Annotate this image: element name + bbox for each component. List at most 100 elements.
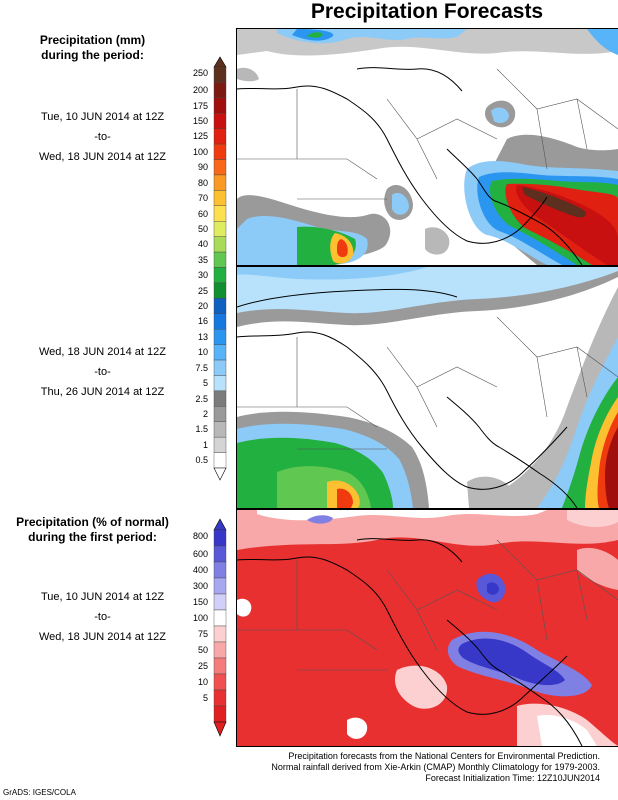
forecast-map-panel-1	[236, 28, 618, 266]
scale1-swatch	[213, 313, 227, 330]
scale1-tick-label: 125	[192, 131, 208, 142]
period3-sep: -to-	[94, 611, 111, 623]
scale1-tick-label: 7.5	[195, 362, 208, 373]
scale2-tick-label: 50	[197, 645, 208, 655]
scale1-swatch	[213, 174, 227, 191]
scale2-tick-label: 75	[197, 629, 208, 639]
credit-label: GrADS: IGES/COLA	[3, 788, 76, 797]
footer-notes: Precipitation forecasts from the Nationa…	[236, 751, 600, 784]
period2-to: Thu, 26 JUN 2014 at 12Z	[40, 386, 165, 398]
scale1-swatch	[213, 452, 227, 469]
scale1-tick-label: 25	[197, 285, 208, 296]
scale1-swatch	[213, 344, 227, 361]
scale2-swatch	[213, 625, 227, 643]
scale2-tick-label: 150	[192, 597, 208, 607]
scale1-tick-label: 0.5	[195, 455, 208, 466]
scale1-tick-label: 1	[202, 439, 208, 450]
scale1-swatch	[213, 236, 227, 253]
period3-from: Tue, 10 JUN 2014 at 12Z	[40, 591, 165, 603]
scale2-tick-label: 400	[192, 565, 208, 575]
scale1-swatch	[213, 282, 227, 299]
scale1-swatch	[213, 82, 227, 99]
scale1-tick-label: 175	[192, 100, 208, 111]
scale2-swatch	[213, 705, 227, 723]
footer-line-1: Precipitation forecasts from the Nationa…	[288, 751, 600, 761]
scale1-swatch	[213, 406, 227, 422]
scale1-header-line1: Precipitation (mm)	[39, 33, 146, 47]
period2-label: Wed, 18 JUN 2014 at 12Z -to- Thu, 26 JUN…	[0, 346, 205, 399]
scale1-swatch	[213, 251, 227, 268]
scale1-swatch	[213, 436, 227, 453]
scale1-swatch	[213, 113, 227, 129]
scale2-header-line2: during the first period:	[28, 530, 157, 544]
scale2-swatch	[213, 689, 227, 707]
scale1-swatch	[213, 143, 227, 160]
scale2-swatch	[213, 529, 227, 547]
scale1-top-arrow	[213, 56, 227, 68]
scale1-tick-label: 5	[202, 378, 208, 389]
scale2-swatch	[213, 657, 227, 675]
scale1-swatch	[213, 375, 227, 392]
forecast-map-panel-2	[236, 266, 618, 509]
scale1-tick-label: 2.5	[195, 393, 208, 404]
scale2-top-arrow	[213, 518, 227, 531]
scale2-bottom-arrow	[213, 721, 227, 737]
scale2-swatch	[213, 609, 227, 627]
scale2-swatch	[213, 673, 227, 691]
scale1-swatch	[213, 359, 227, 376]
scale1-tick-label: 100	[192, 146, 208, 157]
scale2-tick-label: 800	[192, 531, 208, 541]
precip-shading	[237, 267, 618, 508]
scale2-swatch	[213, 641, 227, 659]
period2-from: Wed, 18 JUN 2014 at 12Z	[39, 346, 166, 358]
scale1-tick-label: 150	[192, 115, 208, 126]
scale1-swatch	[213, 267, 227, 284]
scale1-tick-label: 16	[197, 316, 208, 327]
scale1-tick-label: 20	[197, 301, 208, 312]
page-title: Precipitation Forecasts	[310, 0, 544, 23]
scale1-tick-label: 250	[192, 68, 208, 78]
scale2-swatch	[213, 577, 227, 595]
percent-shading	[237, 510, 618, 746]
scale2-tick-label: 100	[192, 613, 208, 623]
period2-sep: -to-	[94, 366, 111, 378]
scale1-tick-label: 30	[197, 270, 208, 281]
scale1-swatch	[213, 328, 227, 345]
scale1-swatch	[213, 128, 227, 145]
borders	[237, 316, 618, 450]
period3-label: Tue, 10 JUN 2014 at 12Z -to- Wed, 18 JUN…	[0, 591, 205, 644]
scale2-swatch	[213, 561, 227, 579]
scale1-bottom-arrow	[213, 467, 227, 481]
period1-to: Wed, 18 JUN 2014 at 12Z	[39, 151, 166, 163]
scale2-tick-label: 10	[197, 677, 208, 687]
scale2-header-line1: Precipitation (% of normal)	[16, 515, 169, 529]
scale1-tick-label: 200	[192, 85, 208, 96]
footer-line-3: Forecast Initialization Time: 12Z10JUN20…	[425, 773, 600, 783]
scale1-tick-label: 1.5	[195, 424, 208, 435]
scale1-swatch	[213, 66, 227, 83]
scale1-tick-label: 80	[197, 177, 208, 188]
scale1-swatch	[213, 298, 227, 314]
footer-line-2: Normal rainfall derived from Xie-Arkin (…	[271, 762, 600, 772]
scale1-tick-label: 35	[197, 254, 208, 265]
scale1-header: Precipitation (mm) during the period:	[0, 33, 185, 63]
scale1-colorbar	[213, 56, 227, 481]
scale1-tick-label: 40	[197, 239, 208, 250]
period1-sep: -to-	[94, 131, 111, 143]
scale1-tick-label: 10	[197, 347, 208, 358]
scale1-tick-label: 90	[197, 162, 208, 173]
scale1-swatch	[213, 421, 227, 438]
scale2-header: Precipitation (% of normal) during the f…	[0, 515, 185, 545]
scale2-tick-label: 25	[197, 661, 208, 671]
scale1-tick-label: 60	[197, 208, 208, 219]
scale2-tick-label: 300	[192, 581, 208, 591]
borders	[237, 68, 618, 200]
scale2-swatch	[213, 593, 227, 611]
borders	[237, 539, 618, 671]
scale2-swatch	[213, 545, 227, 563]
coastlines	[237, 67, 583, 265]
scale1-tick-label: 13	[197, 331, 208, 342]
percent-of-normal-map	[236, 509, 618, 747]
coastlines	[237, 538, 583, 746]
coastlines	[237, 288, 578, 508]
